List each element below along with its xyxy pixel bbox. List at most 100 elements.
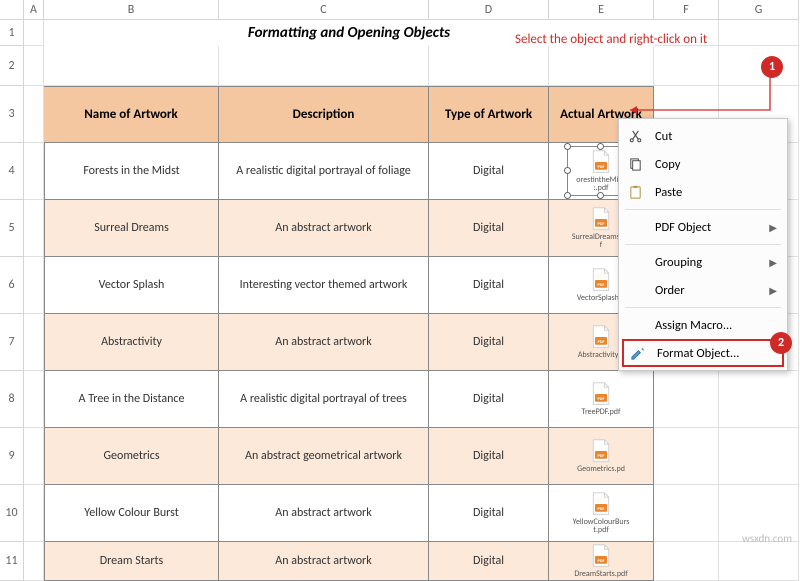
cell-type[interactable]: Digital	[429, 143, 549, 200]
empty-cell[interactable]	[719, 20, 799, 46]
empty-cell[interactable]	[549, 46, 654, 86]
th-name[interactable]: Name of Artwork	[44, 86, 219, 143]
cell-desc[interactable]: A realistic digital portrayal of foliage	[219, 143, 429, 200]
context-menu: Cut Copy Paste PDF Object ▶ Grouping ▶ O…	[618, 118, 788, 371]
col-header[interactable]: C	[219, 0, 429, 20]
pdf-icon[interactable]: PDF	[590, 439, 612, 463]
menu-copy[interactable]: Copy	[619, 150, 787, 178]
cell-type[interactable]: Digital	[429, 485, 549, 542]
row-header[interactable]: 6	[0, 257, 24, 314]
empty-cell[interactable]	[719, 428, 799, 485]
col-header[interactable]: D	[429, 0, 549, 20]
svg-text:PDF: PDF	[598, 283, 605, 288]
cell-type[interactable]: Digital	[429, 428, 549, 485]
empty-cell[interactable]	[654, 428, 719, 485]
empty-cell[interactable]	[24, 200, 44, 257]
empty-cell[interactable]	[654, 542, 719, 581]
empty-cell[interactable]	[24, 20, 44, 46]
cell-desc[interactable]: An abstract artwork	[219, 314, 429, 371]
empty-cell[interactable]	[24, 314, 44, 371]
cell-type[interactable]: Digital	[429, 200, 549, 257]
row-header[interactable]: 3	[0, 86, 24, 143]
empty-cell[interactable]	[429, 46, 549, 86]
pdf-icon[interactable]: PDF	[590, 492, 612, 516]
row-header[interactable]: 5	[0, 200, 24, 257]
empty-cell[interactable]	[24, 485, 44, 542]
col-header[interactable]: F	[654, 0, 719, 20]
cell-artwork[interactable]: PDF YellowColourBurs t.pdf	[549, 485, 654, 542]
cell-type[interactable]: Digital	[429, 314, 549, 371]
menu-label: Copy	[655, 157, 777, 172]
cell-name[interactable]: Forests in the Midst	[44, 143, 219, 200]
menu-grouping[interactable]: Grouping ▶	[619, 248, 787, 276]
empty-cell[interactable]	[24, 428, 44, 485]
menu-paste[interactable]: Paste	[619, 178, 787, 206]
menu-pdf-object[interactable]: PDF Object ▶	[619, 213, 787, 241]
th-desc[interactable]: Description	[219, 86, 429, 143]
row-header[interactable]: 9	[0, 428, 24, 485]
menu-assign-macro[interactable]: Assign Macro...	[619, 311, 787, 339]
pdf-icon[interactable]: PDF	[590, 544, 612, 568]
menu-format-object[interactable]: Format Object...	[622, 339, 784, 367]
menu-separator	[625, 307, 781, 308]
menu-order[interactable]: Order ▶	[619, 276, 787, 304]
cell-artwork[interactable]: PDFGeometrics.pd	[549, 428, 654, 485]
cell-type[interactable]: Digital	[429, 542, 549, 581]
pdf-icon[interactable]: PDF	[590, 150, 612, 174]
empty-cell[interactable]	[24, 371, 44, 428]
cell-name[interactable]: Vector Splash	[44, 257, 219, 314]
empty-cell[interactable]	[24, 46, 44, 86]
empty-cell[interactable]	[719, 46, 799, 86]
file-label: TreePDF.pdf	[582, 408, 621, 416]
empty-cell[interactable]	[24, 542, 44, 581]
file-label: YellowColourBurs t.pdf	[573, 518, 630, 534]
empty-cell[interactable]	[24, 86, 44, 143]
th-type[interactable]: Type of Artwork	[429, 86, 549, 143]
cell-desc[interactable]: A realistic digital portrayal of trees	[219, 371, 429, 428]
empty-cell[interactable]	[719, 371, 799, 428]
cell-artwork[interactable]: PDF TreePDF.pdf	[549, 371, 654, 428]
cell-name[interactable]: Geometrics	[44, 428, 219, 485]
pdf-icon[interactable]: PDF	[590, 268, 612, 292]
cell-name[interactable]: Abstractivity	[44, 314, 219, 371]
row-header[interactable]: 11	[0, 542, 24, 581]
col-header[interactable]: G	[719, 0, 799, 20]
empty-cell[interactable]	[44, 46, 219, 86]
cell-name[interactable]: Dream Starts	[44, 542, 219, 581]
pdf-icon[interactable]: PDF	[590, 325, 612, 349]
menu-label: PDF Object	[655, 220, 759, 235]
cell-name[interactable]: Surreal Dreams	[44, 200, 219, 257]
empty-cell[interactable]	[654, 371, 719, 428]
cell-desc[interactable]: An abstract artwork	[219, 200, 429, 257]
cell-type[interactable]: Digital	[429, 371, 549, 428]
cell-name[interactable]: A Tree in the Distance	[44, 371, 219, 428]
cell-desc[interactable]: An abstract artwork	[219, 485, 429, 542]
callout-text: Select the object and right-click on it	[515, 32, 707, 47]
col-header[interactable]: E	[549, 0, 654, 20]
menu-separator	[625, 244, 781, 245]
menu-cut[interactable]: Cut	[619, 122, 787, 150]
step-badge-1: 1	[761, 56, 783, 78]
pdf-icon[interactable]: PDF	[590, 207, 612, 231]
empty-cell[interactable]	[719, 542, 799, 581]
cell-desc[interactable]: An abstract geometrical artwork	[219, 428, 429, 485]
col-header[interactable]: A	[24, 0, 44, 20]
row-header[interactable]: 7	[0, 314, 24, 371]
col-header[interactable]: B	[44, 0, 219, 20]
row-header[interactable]: 2	[0, 46, 24, 86]
cell-desc[interactable]: Interesting vector themed artwork	[219, 257, 429, 314]
row-header[interactable]: 1	[0, 20, 24, 46]
pdf-icon[interactable]: PDF	[590, 382, 612, 406]
empty-cell[interactable]	[654, 46, 719, 86]
cell-type[interactable]: Digital	[429, 257, 549, 314]
row-header[interactable]: 10	[0, 485, 24, 542]
cell-desc[interactable]: An abstract artwork	[219, 542, 429, 581]
empty-cell[interactable]	[654, 485, 719, 542]
empty-cell[interactable]	[24, 143, 44, 200]
empty-cell[interactable]	[219, 46, 429, 86]
cell-name[interactable]: Yellow Colour Burst	[44, 485, 219, 542]
row-header[interactable]: 4	[0, 143, 24, 200]
cell-artwork[interactable]: PDFDreamStarts.pdf	[549, 542, 654, 581]
row-header[interactable]: 8	[0, 371, 24, 428]
empty-cell[interactable]	[24, 257, 44, 314]
